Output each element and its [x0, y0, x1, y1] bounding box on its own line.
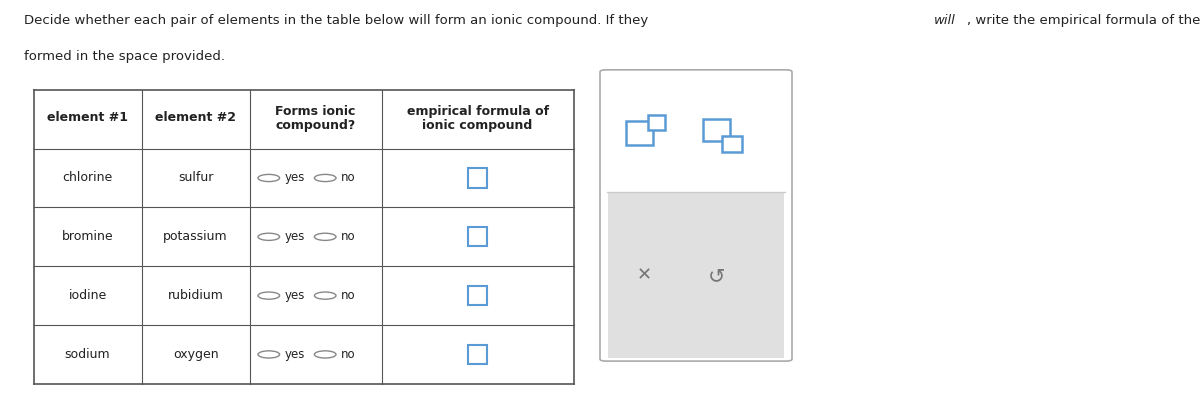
- Text: ↺: ↺: [708, 266, 725, 286]
- Text: yes: yes: [284, 172, 305, 184]
- Text: yes: yes: [284, 230, 305, 243]
- Text: element #1: element #1: [47, 111, 128, 124]
- Text: formed in the space provided.: formed in the space provided.: [24, 50, 226, 63]
- Text: bromine: bromine: [61, 230, 114, 243]
- Text: yes: yes: [284, 348, 305, 361]
- Text: oxygen: oxygen: [173, 348, 218, 361]
- Text: sodium: sodium: [65, 348, 110, 361]
- Text: Forms ionic: Forms ionic: [276, 105, 355, 119]
- Text: , write the empirical formula of the compound: , write the empirical formula of the com…: [967, 14, 1200, 27]
- Text: will: will: [934, 14, 955, 27]
- Text: no: no: [341, 289, 355, 302]
- Text: iodine: iodine: [68, 289, 107, 302]
- Text: compound?: compound?: [276, 119, 355, 132]
- Text: sulfur: sulfur: [178, 172, 214, 184]
- Text: no: no: [341, 348, 355, 361]
- Text: ionic compound: ionic compound: [422, 119, 533, 132]
- Text: no: no: [341, 172, 355, 184]
- Text: element #2: element #2: [155, 111, 236, 124]
- Text: potassium: potassium: [163, 230, 228, 243]
- Text: chlorine: chlorine: [62, 172, 113, 184]
- Text: rubidium: rubidium: [168, 289, 223, 302]
- Text: ✕: ✕: [637, 267, 652, 285]
- Text: no: no: [341, 230, 355, 243]
- Text: yes: yes: [284, 289, 305, 302]
- Text: Decide whether each pair of elements in the table below will form an ionic compo: Decide whether each pair of elements in …: [24, 14, 653, 27]
- Text: empirical formula of: empirical formula of: [407, 105, 548, 119]
